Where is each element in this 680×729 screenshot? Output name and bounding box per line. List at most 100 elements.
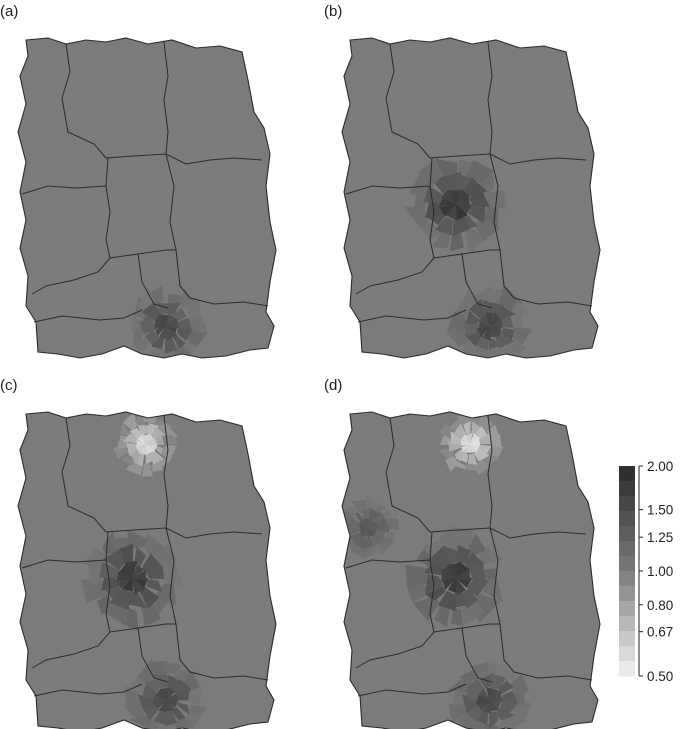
- region-border: [489, 153, 501, 251]
- region-border: [21, 531, 109, 569]
- map-cell: [467, 532, 486, 556]
- map-cell: [456, 544, 471, 564]
- hotspot-south: [123, 658, 208, 729]
- map-cell: [454, 449, 466, 462]
- region-border: [137, 627, 169, 683]
- map-cell: [485, 312, 494, 328]
- region-border: [487, 415, 493, 529]
- region-border: [357, 309, 467, 323]
- map-cell: [368, 507, 381, 521]
- region-border: [61, 417, 107, 533]
- region-border: [489, 527, 501, 625]
- map-cell: [144, 330, 159, 346]
- map-cell: [139, 320, 156, 335]
- map-cell: [122, 433, 139, 444]
- region-border: [165, 153, 177, 251]
- legend-tick-label: 0.80: [647, 598, 673, 613]
- legend-swatch: [619, 511, 635, 527]
- legend-swatch: [619, 466, 635, 482]
- map-outline: [341, 37, 601, 359]
- map-cell: [406, 584, 432, 603]
- legend-swatch: [619, 496, 635, 512]
- map-cell: [342, 529, 350, 543]
- map-fill: [342, 412, 600, 729]
- region-border: [163, 41, 169, 155]
- map-cell: [155, 349, 179, 358]
- map-cell: [158, 699, 167, 713]
- map-cell: [455, 568, 471, 581]
- legend-swatch: [619, 526, 635, 542]
- region-border: [429, 559, 491, 633]
- map-cell: [162, 445, 178, 463]
- map-cell: [467, 453, 478, 465]
- panel-a: (a): [0, 3, 277, 359]
- region-border: [355, 257, 435, 295]
- panel-label: (a): [0, 3, 18, 20]
- region-border: [429, 153, 587, 165]
- map-cell: [474, 217, 500, 242]
- map-cell: [371, 533, 384, 546]
- map-cell: [483, 568, 497, 579]
- hotspot-center: [80, 529, 184, 631]
- map-outline: [17, 37, 277, 359]
- legend-swatch: [619, 541, 635, 557]
- map-cell: [445, 454, 459, 473]
- map-cell: [425, 585, 446, 601]
- region-map: [341, 411, 601, 729]
- map-cell: [488, 338, 499, 350]
- legend-ticks: 2.00 1.50 1.25 1.00 0.80 0.67 0.50: [638, 459, 673, 684]
- legend-tick-label: 0.50: [647, 669, 673, 684]
- legend-colorbar: [619, 466, 635, 677]
- map-cell: [451, 607, 464, 626]
- map-outline: [17, 411, 277, 729]
- map-cell: [155, 325, 167, 336]
- map-cell: [131, 577, 146, 595]
- map-cell: [487, 659, 506, 675]
- region-border: [385, 43, 431, 159]
- map-cell: [441, 171, 462, 190]
- map-cell: [145, 437, 158, 446]
- map-cell: [501, 690, 519, 705]
- map-cell: [465, 433, 473, 445]
- map-cell: [109, 588, 131, 611]
- map-cell: [371, 543, 385, 555]
- map-cell: [464, 443, 472, 453]
- map-cell: [165, 325, 178, 341]
- region-border: [355, 631, 435, 669]
- legend-tick-label: 1.00: [647, 564, 673, 579]
- map-cell: [469, 443, 478, 453]
- region-border: [163, 415, 169, 529]
- map-cell: [151, 336, 165, 350]
- region-border: [499, 249, 593, 307]
- region-map: [17, 37, 277, 359]
- region-border: [461, 253, 493, 309]
- map-cell: [131, 569, 147, 581]
- map-cell: [349, 527, 360, 535]
- map-cell: [490, 672, 506, 689]
- map-cell: [131, 316, 141, 332]
- legend-tick-label: 0.67: [647, 625, 673, 640]
- region-border: [105, 185, 167, 259]
- map-cell: [121, 577, 133, 592]
- map-cell: [462, 320, 479, 337]
- map-cell: [405, 565, 431, 587]
- map-cell: [489, 692, 504, 702]
- region-border: [429, 185, 491, 259]
- legend-swatch: [619, 661, 635, 677]
- legend-swatch: [619, 601, 635, 617]
- map-cell: [190, 315, 209, 334]
- map-cell: [166, 302, 181, 315]
- region-border: [105, 153, 263, 165]
- legend-tick-label: 1.50: [647, 503, 673, 518]
- map-cell: [489, 319, 503, 328]
- region-border: [31, 257, 111, 295]
- map-cell: [482, 324, 491, 341]
- map-cell: [153, 711, 167, 725]
- map-cell: [468, 190, 490, 207]
- color-legend: 2.00 1.50 1.25 1.00 0.80 0.67 0.50: [619, 459, 673, 684]
- region-border: [21, 157, 109, 195]
- map-cell: [120, 422, 130, 437]
- map-cell: [509, 674, 530, 695]
- hotspot-north: [113, 412, 179, 477]
